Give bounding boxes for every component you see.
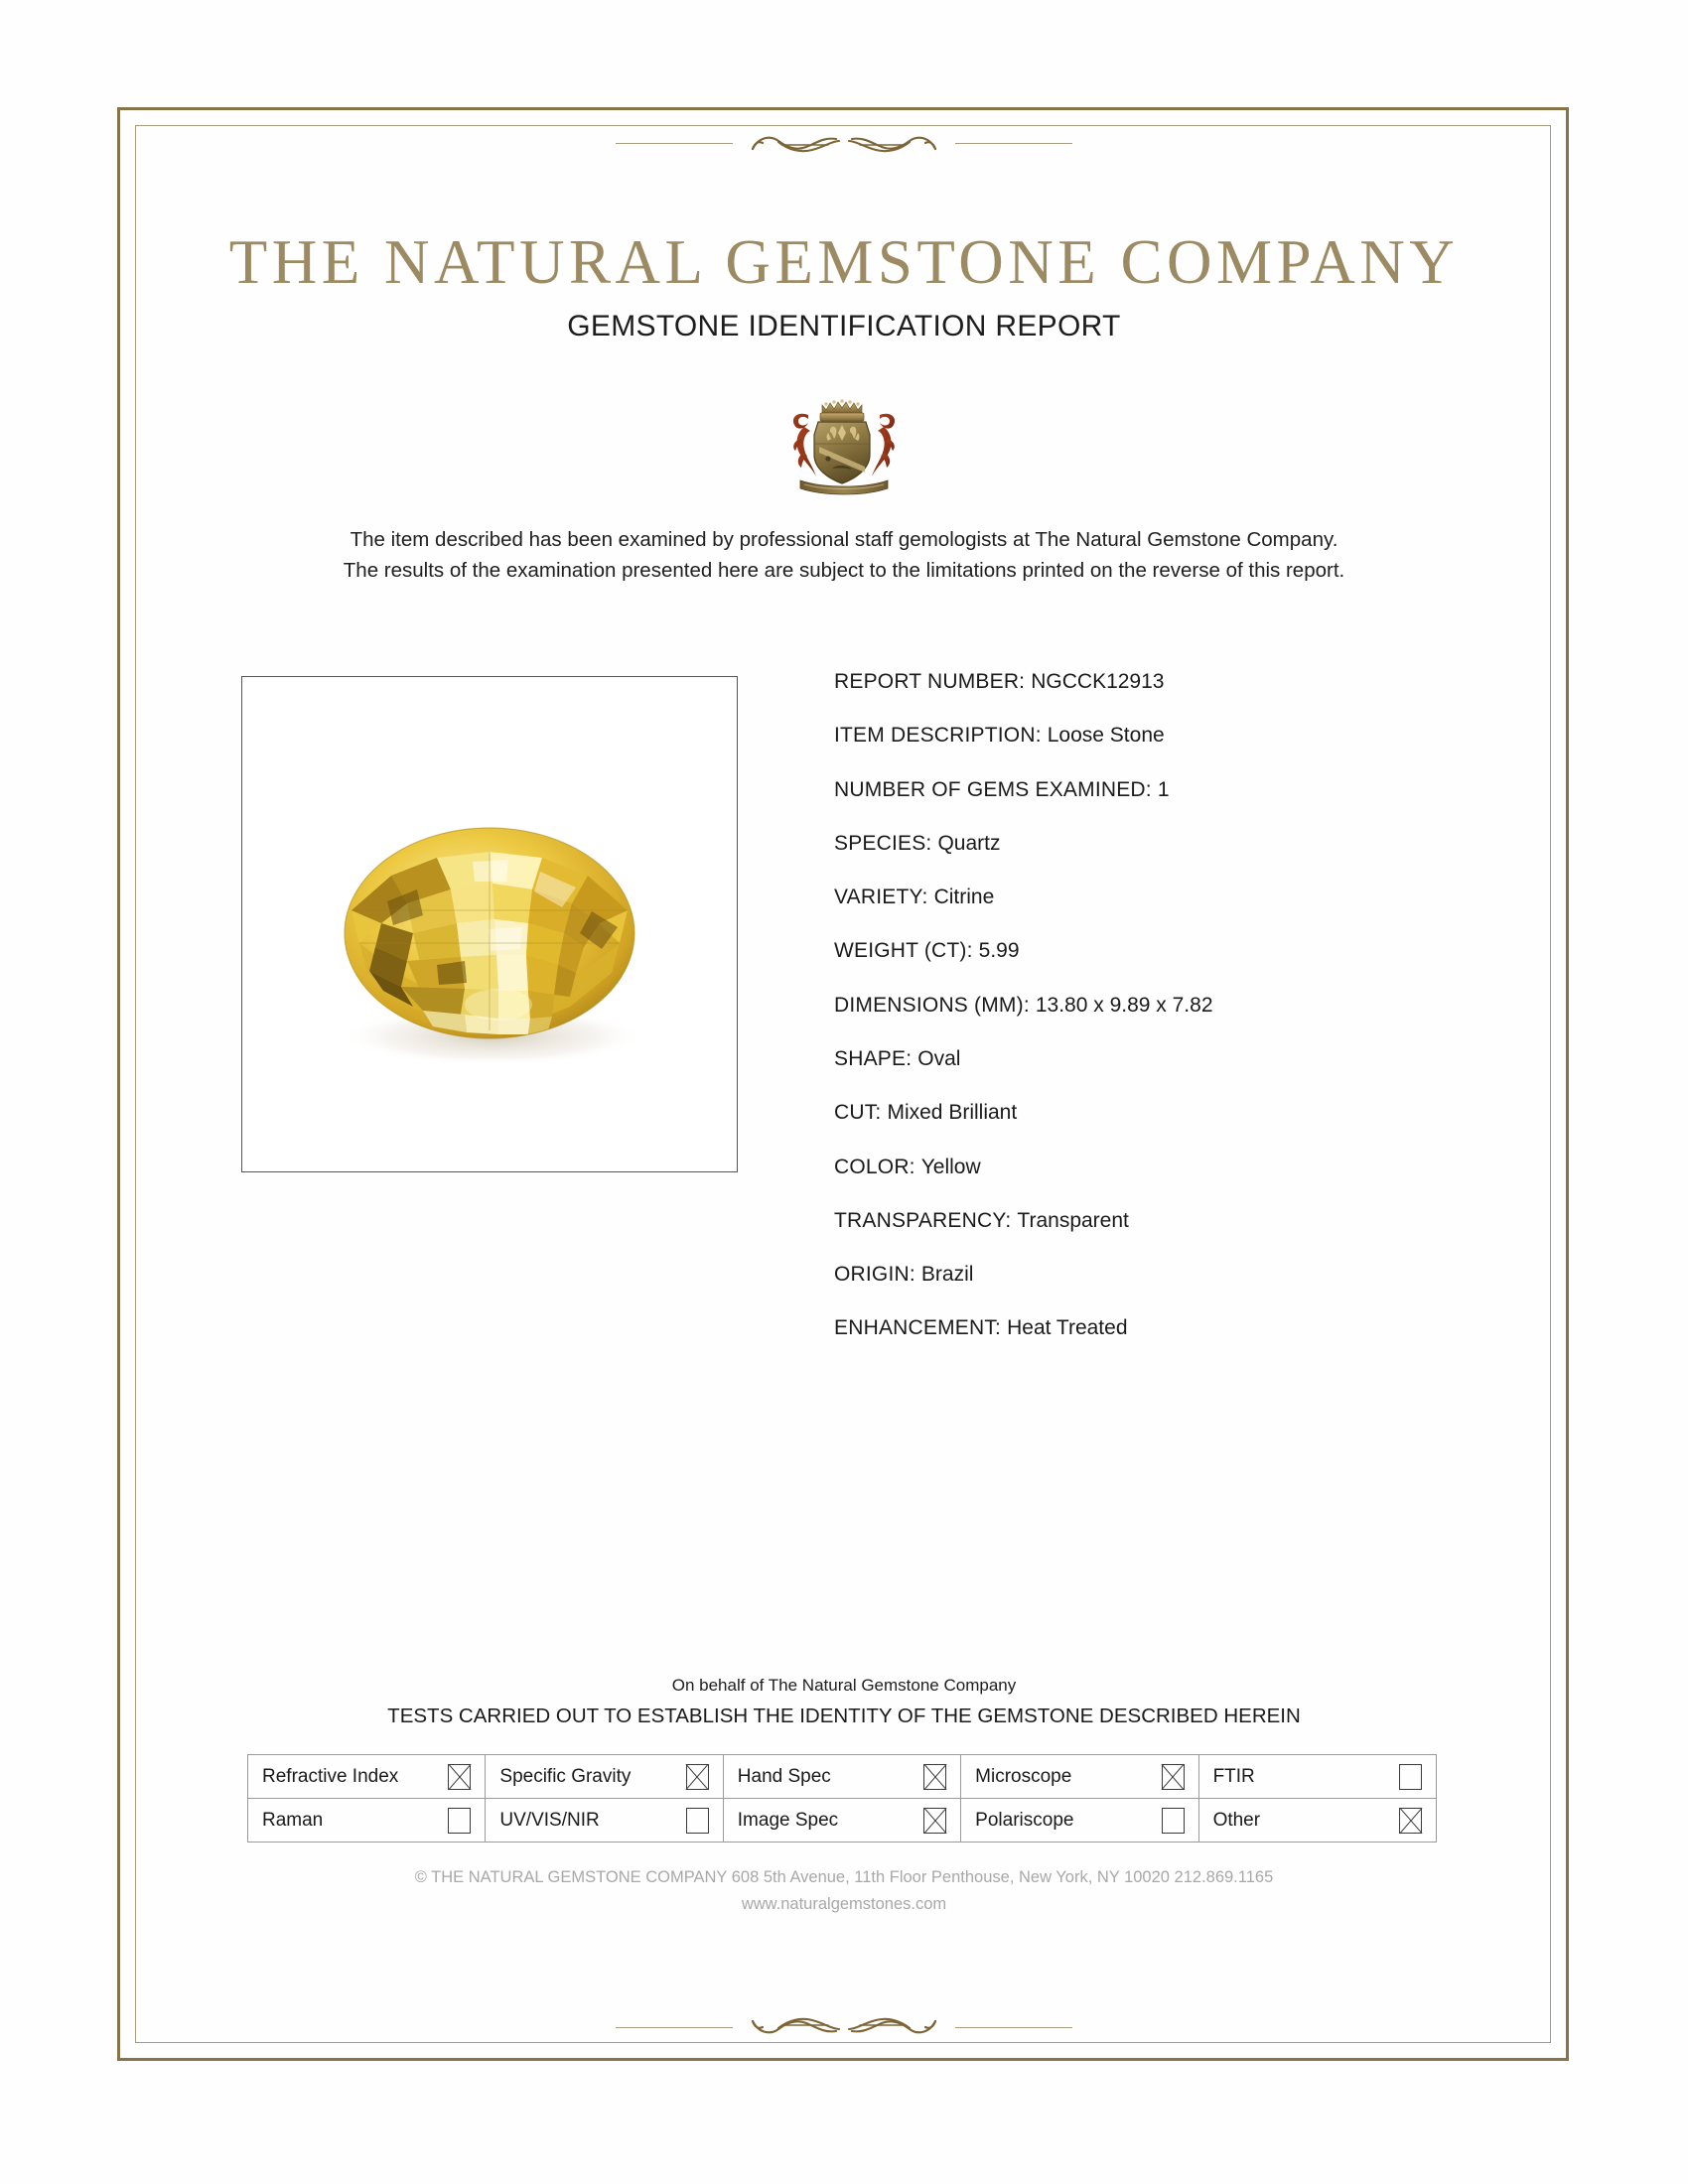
detail-label: DIMENSIONS (MM):: [834, 993, 1030, 1017]
declaration-text: The item described has been examined by …: [0, 524, 1688, 586]
detail-label: NUMBER OF GEMS EXAMINED:: [834, 777, 1152, 801]
test-cell-microscope[interactable]: Microscope: [960, 1754, 1199, 1799]
detail-row-weight: WEIGHT (CT): 5.99: [834, 939, 1470, 962]
test-label: FTIR: [1212, 1765, 1255, 1787]
detail-label: REPORT NUMBER:: [834, 670, 1026, 693]
test-checkbox-refractive-index[interactable]: [448, 1763, 472, 1790]
detail-row-origin: ORIGIN: Brazil: [834, 1263, 1470, 1286]
test-cell-refractive-index[interactable]: Refractive Index: [246, 1754, 487, 1799]
footer-website[interactable]: www.naturalgemstones.com: [741, 1895, 947, 1913]
test-label: Microscope: [975, 1765, 1072, 1787]
test-cell-raman[interactable]: Raman: [246, 1798, 487, 1843]
footer-address: © THE NATURAL GEMSTONE COMPANY 608 5th A…: [414, 1868, 1274, 1886]
test-cell-other[interactable]: Other: [1197, 1798, 1438, 1843]
test-cell-uv-vis-nir[interactable]: UV/VIS/NIR: [485, 1798, 724, 1843]
detail-row-cut: CUT: Mixed Brilliant: [834, 1101, 1470, 1124]
detail-value: NGCCK12913: [1031, 670, 1165, 693]
detail-row-number-of-gems: NUMBER OF GEMS EXAMINED: 1: [834, 778, 1470, 801]
detail-value: 5.99: [978, 939, 1020, 963]
detail-label: ORIGIN:: [834, 1263, 915, 1287]
detail-value: Yellow: [920, 1155, 981, 1178]
detail-value: Heat Treated: [1007, 1316, 1128, 1340]
declaration-line-1: The item described has been examined by …: [350, 528, 1338, 551]
detail-label: COLOR:: [834, 1155, 915, 1178]
detail-label: VARIETY:: [834, 886, 928, 909]
certificate-outer-border: [117, 107, 1569, 2061]
table-row: Raman UV/VIS/NIR Image Spec: [246, 1798, 1438, 1843]
tests-table: Refractive Index Specific Gravity Hand S…: [246, 1754, 1438, 1843]
detail-label: SPECIES:: [834, 831, 932, 855]
report-title: GEMSTONE IDENTIFICATION REPORT: [567, 310, 1121, 342]
test-checkbox-microscope[interactable]: [1161, 1763, 1185, 1790]
detail-value: Quartz: [937, 831, 1001, 855]
test-label: Refractive Index: [262, 1765, 399, 1787]
declaration-line-2: The results of the examination presented…: [343, 559, 1345, 582]
test-checkbox-raman[interactable]: [448, 1807, 472, 1834]
test-checkbox-image-spec[interactable]: [923, 1807, 947, 1834]
detail-row-enhancement: ENHANCEMENT: Heat Treated: [834, 1316, 1470, 1339]
detail-label: WEIGHT (CT):: [834, 939, 973, 963]
detail-label: TRANSPARENCY:: [834, 1208, 1012, 1232]
table-row: Refractive Index Specific Gravity Hand S…: [246, 1754, 1438, 1799]
detail-row-color: COLOR: Yellow: [834, 1156, 1470, 1178]
test-checkbox-specific-gravity[interactable]: [685, 1763, 709, 1790]
test-checkbox-ftir[interactable]: [1399, 1763, 1422, 1790]
detail-row-report-number: REPORT NUMBER: NGCCK12913: [834, 670, 1470, 693]
test-cell-polariscope[interactable]: Polariscope: [960, 1798, 1199, 1843]
detail-value: Oval: [917, 1046, 961, 1070]
detail-label: SHAPE:: [834, 1046, 913, 1070]
test-checkbox-uv-vis-nir[interactable]: [685, 1807, 709, 1834]
test-cell-ftir[interactable]: FTIR: [1197, 1754, 1438, 1799]
detail-value: Mixed Brilliant: [887, 1101, 1018, 1125]
detail-row-item-description: ITEM DESCRIPTION: Loose Stone: [834, 724, 1470, 747]
detail-label: ITEM DESCRIPTION:: [834, 724, 1042, 748]
test-cell-image-spec[interactable]: Image Spec: [722, 1798, 962, 1843]
test-checkbox-polariscope[interactable]: [1161, 1807, 1185, 1834]
test-label: UV/VIS/NIR: [499, 1809, 600, 1831]
test-cell-hand-spec[interactable]: Hand Spec: [722, 1754, 962, 1799]
test-label: Image Spec: [737, 1809, 839, 1831]
test-label: Polariscope: [975, 1809, 1074, 1831]
tests-heading: TESTS CARRIED OUT TO ESTABLISH THE IDENT…: [387, 1705, 1301, 1727]
company-name: THE NATURAL GEMSTONE COMPANY: [228, 227, 1460, 297]
detail-value: 1: [1157, 777, 1170, 801]
on-behalf-text: On behalf of The Natural Gemstone Compan…: [671, 1676, 1017, 1695]
test-checkbox-hand-spec[interactable]: [923, 1763, 947, 1790]
test-checkbox-other[interactable]: [1399, 1807, 1422, 1834]
footer: © THE NATURAL GEMSTONE COMPANY 608 5th A…: [0, 1864, 1688, 1918]
gemstone-photo: [241, 676, 738, 1172]
test-label: Specific Gravity: [499, 1765, 632, 1787]
certificate-inner-border: [135, 125, 1551, 2043]
test-label: Other: [1212, 1809, 1261, 1831]
detail-value: Transparent: [1017, 1208, 1129, 1232]
detail-row-shape: SHAPE: Oval: [834, 1047, 1470, 1070]
detail-label: ENHANCEMENT:: [834, 1316, 1002, 1340]
test-label: Raman: [262, 1809, 324, 1831]
detail-value: Loose Stone: [1047, 724, 1165, 748]
detail-value: 13.80 x 9.89 x 7.82: [1035, 993, 1213, 1017]
test-cell-specific-gravity[interactable]: Specific Gravity: [485, 1754, 724, 1799]
detail-row-variety: VARIETY: Citrine: [834, 886, 1470, 908]
detail-label: CUT:: [834, 1101, 882, 1125]
test-label: Hand Spec: [737, 1765, 831, 1787]
detail-value: Citrine: [933, 886, 995, 909]
detail-row-dimensions: DIMENSIONS (MM): 13.80 x 9.89 x 7.82: [834, 994, 1470, 1017]
heraldic-crest-icon: [765, 389, 923, 496]
detail-row-transparency: TRANSPARENCY: Transparent: [834, 1209, 1470, 1232]
detail-row-species: SPECIES: Quartz: [834, 832, 1470, 855]
gem-details-list: REPORT NUMBER: NGCCK12913 ITEM DESCRIPTIO…: [834, 670, 1470, 1371]
detail-value: Brazil: [920, 1263, 974, 1287]
